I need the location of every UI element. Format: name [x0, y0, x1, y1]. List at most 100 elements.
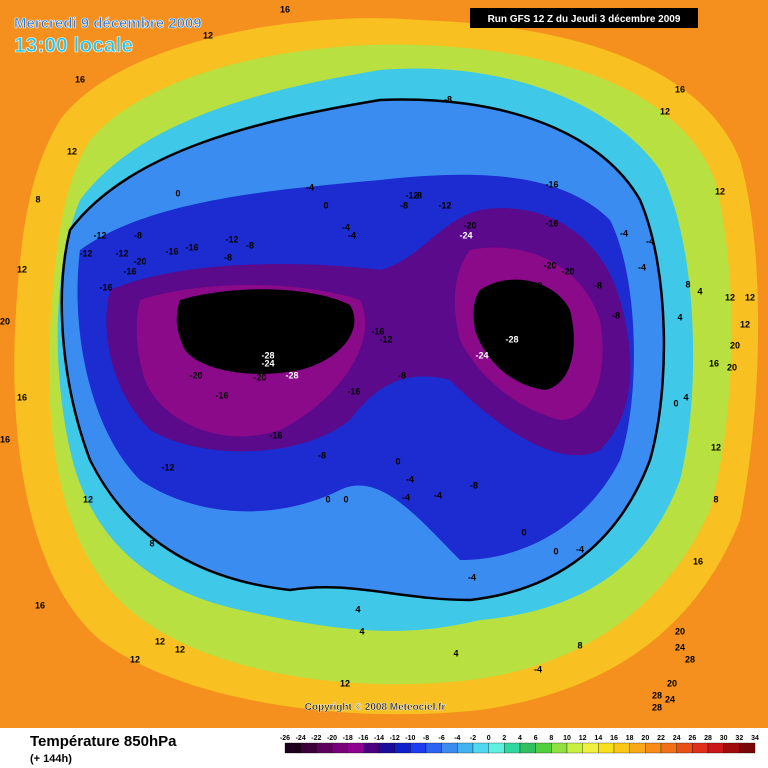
contour-label: 4	[697, 286, 702, 296]
legend-tick-label: 24	[673, 735, 681, 742]
contour-label: -28	[261, 350, 274, 360]
legend-swatch	[707, 742, 724, 754]
legend-swatch	[488, 742, 505, 754]
contour-label: -4	[576, 544, 584, 554]
contour-label: -12	[379, 334, 392, 344]
legend-tick-label: -16	[358, 735, 368, 742]
contour-label: 20	[675, 626, 685, 636]
contour-label: -8	[400, 200, 408, 210]
contour-label: 12	[711, 442, 721, 452]
contour-label: 12	[17, 264, 27, 274]
contour-label: 12	[340, 678, 350, 688]
legend-swatch	[629, 742, 646, 754]
contour-label: -20	[543, 260, 556, 270]
time-title: 13:00 locale	[14, 34, 133, 57]
contour-label: 28	[685, 654, 695, 664]
contour-label: 20	[667, 678, 677, 688]
contour-label: 12	[725, 292, 735, 302]
contour-label: -4	[620, 228, 628, 238]
contour-label: -16	[545, 218, 558, 228]
contour-label: -8	[594, 280, 602, 290]
contour-label: -8	[134, 230, 142, 240]
contour-label: 0	[175, 188, 180, 198]
legend-tick-label: 6	[534, 735, 538, 742]
legend-swatch	[331, 742, 348, 754]
contour-label: -4	[342, 222, 350, 232]
run-info: Run GFS 12 Z du Jeudi 3 décembre 2009	[488, 14, 681, 25]
legend-tick-label: -4	[454, 735, 460, 742]
contour-label: 0	[343, 494, 348, 504]
copyright: Copyright © 2008 Meteociel.fr	[305, 702, 446, 713]
contour-label: 16	[693, 556, 703, 566]
legend: -26 -24 -22 -20 -18 -16 -14 -12 -10 -8 -6 -4 -2 0 2 4 6 8…	[280, 735, 759, 754]
contour-label: -8	[224, 252, 232, 262]
legend-tick-label: 16	[610, 735, 618, 742]
contour-label: -16	[371, 326, 384, 336]
contour-label: 12	[745, 292, 755, 302]
contour-label: -8	[318, 450, 326, 460]
cold-core-west	[176, 289, 355, 374]
contour-label: 16	[75, 74, 85, 84]
legend-tick-label: 2	[502, 735, 506, 742]
legend-swatch	[582, 742, 599, 754]
legend-swatch	[519, 742, 536, 754]
contour-label: -24	[261, 358, 274, 368]
contour-label: -8	[246, 240, 254, 250]
contour-label: 12	[203, 30, 213, 40]
contour-label: -24	[459, 230, 472, 240]
legend-swatch	[378, 742, 395, 754]
contour-label: -20	[253, 372, 266, 382]
legend-tick-label: 14	[594, 735, 602, 742]
contour-label: -16	[185, 242, 198, 252]
contour-label: -4	[638, 262, 646, 272]
contour-label: -16	[269, 430, 282, 440]
contour-label: -4	[348, 230, 356, 240]
date-title: Mercredi 9 décembre 2009	[14, 15, 202, 32]
footer-lead: (+ 144h)	[30, 753, 72, 765]
contour-label: 16	[0, 434, 10, 444]
contour-label: 8	[685, 279, 690, 289]
contour-label: 8	[149, 538, 154, 548]
legend-tick-label: -20	[327, 735, 337, 742]
contour-label: -16	[165, 246, 178, 256]
contour-label: 24	[675, 642, 685, 652]
contour-label: -8	[398, 370, 406, 380]
legend-swatch	[394, 742, 411, 754]
contour-label: 4	[359, 626, 364, 636]
contour-label: -16	[123, 266, 136, 276]
contour-label: -16	[347, 386, 360, 396]
contour-label: -20	[463, 220, 476, 230]
legend-tick-label: -22	[311, 735, 321, 742]
legend-tick-label: 4	[518, 735, 522, 742]
legend-swatch	[723, 742, 740, 754]
contour-label: 12	[715, 186, 725, 196]
contour-label: 0	[395, 456, 400, 466]
contour-label: -20	[133, 256, 146, 266]
contour-label: 0	[521, 527, 526, 537]
contour-label: -12	[93, 230, 106, 240]
contour-label: 16	[709, 358, 719, 368]
legend-tick-label: 28	[704, 735, 712, 742]
legend-tick-label: -24	[296, 735, 306, 742]
contour-label: -4	[406, 474, 414, 484]
legend-tick-label: 30	[720, 735, 728, 742]
legend-swatch	[316, 742, 333, 754]
contour-label: -16	[215, 390, 228, 400]
legend-swatch	[535, 742, 552, 754]
contour-label: 16	[17, 392, 27, 402]
legend-swatch	[613, 742, 630, 754]
contour-label: 8	[713, 494, 718, 504]
legend-tick-label: 26	[688, 735, 696, 742]
contour-label: 4	[677, 312, 682, 322]
legend-swatch	[692, 742, 709, 754]
contour-label: 28	[652, 702, 662, 712]
contour-label: 0	[325, 494, 330, 504]
contour-label: 16	[675, 84, 685, 94]
legend-tick-label: 12	[579, 735, 587, 742]
contour-label: -8	[414, 190, 422, 200]
contour-label: -12	[405, 190, 418, 200]
contour-label: 28	[652, 690, 662, 700]
contour-label: 12	[740, 319, 750, 329]
contour-label: 12	[660, 106, 670, 116]
